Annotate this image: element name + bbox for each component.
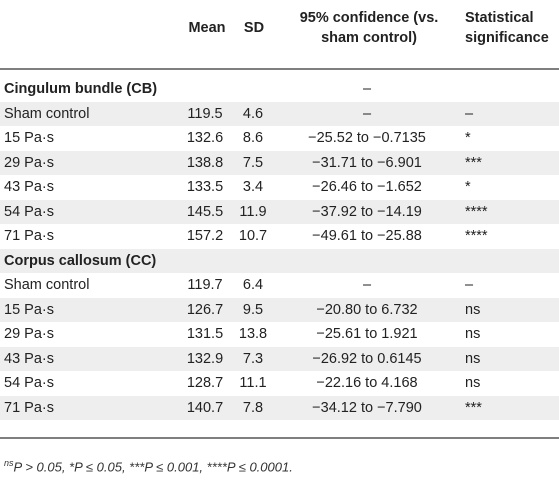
mean-cell: 140.7 — [186, 399, 224, 416]
table-row: 29 Pa·s 131.5 13.8 −25.61 to 1.921 ns — [0, 322, 559, 346]
header-mean: Mean — [188, 20, 226, 36]
ci-cell: −31.71 to −6.901 — [312, 154, 422, 171]
table-row: 29 Pa·s 138.8 7.5 −31.71 to −6.901 *** — [0, 150, 559, 175]
mean-cell: 119.7 — [187, 277, 223, 293]
header-rule — [0, 68, 559, 70]
table-row: 71 Pa·s 140.7 7.8 −34.12 to −7.790 *** — [0, 395, 559, 420]
table-row: 54 Pa·s 145.5 11.9 −37.92 to −14.19 **** — [0, 199, 559, 224]
ci-cell: −37.92 to −14.19 — [312, 203, 422, 220]
mean-cell: 128.7 — [186, 375, 224, 391]
row-label: 43 Pa·s — [4, 350, 54, 367]
mean-cell: 138.8 — [186, 154, 224, 171]
mean-cell: 131.5 — [186, 326, 224, 342]
footnote: nsP > 0.05, *P ≤ 0.05, ***P ≤ 0.001, ***… — [4, 458, 293, 474]
section-row: Cingulum bundle (CB) – — [0, 77, 559, 101]
sd-cell: 7.8 — [242, 399, 264, 416]
ci-cell: −25.52 to −0.7135 — [308, 130, 426, 146]
row-label: 54 Pa·s — [4, 375, 54, 391]
sd-cell: 4.6 — [242, 105, 264, 122]
significance-cell: – — [465, 277, 474, 293]
significance-cell: *** — [465, 154, 482, 171]
footnote-text: P > 0.05, *P ≤ 0.05, ***P ≤ 0.001, ****P… — [13, 459, 293, 475]
mean-cell: 132.9 — [186, 350, 224, 367]
sd-cell: 7.5 — [242, 154, 264, 171]
mean-cell: 119.5 — [187, 105, 223, 122]
table-row: 15 Pa·s 132.6 8.6 −25.52 to −0.7135 * — [0, 126, 559, 150]
header-sd: SD — [243, 20, 265, 36]
significance-cell: * — [465, 130, 471, 146]
mean-cell: 133.5 — [186, 179, 224, 195]
ci-cell: – — [362, 277, 372, 293]
significance-cell: **** — [465, 203, 488, 220]
row-label: 43 Pa·s — [4, 179, 54, 195]
table-row: Sham control 119.7 6.4 – – — [0, 273, 559, 297]
ci-cell: −34.12 to −7.790 — [312, 399, 422, 416]
bottom-rule — [0, 437, 559, 439]
sd-cell: 8.6 — [242, 130, 264, 146]
ci-cell: −25.61 to 1.921 — [316, 326, 418, 342]
row-label: Sham control — [4, 277, 90, 293]
sd-cell: 3.4 — [242, 179, 264, 195]
header-ci-line2: sham control) — [321, 30, 417, 46]
table-row: Sham control 119.5 4.6 – – — [0, 101, 559, 126]
sd-cell: 9.5 — [242, 301, 264, 318]
ci-cell: −49.61 to −25.88 — [312, 228, 422, 244]
sd-cell: 11.1 — [239, 375, 267, 391]
mean-cell: 132.6 — [186, 130, 224, 146]
table-row: 54 Pa·s 128.7 11.1 −22.16 to 4.168 ns — [0, 371, 559, 395]
ci-cell: −26.92 to 0.6145 — [312, 350, 422, 367]
significance-cell: ns — [465, 301, 481, 318]
header-ci: 95% confidence (vs. sham control) — [284, 8, 454, 48]
mean-cell: 126.7 — [186, 301, 224, 318]
mean-cell: 145.5 — [186, 203, 224, 220]
header-sig-line2: significance — [465, 30, 549, 46]
sd-cell: 10.7 — [238, 228, 268, 244]
ci-cell: −22.16 to 4.168 — [316, 375, 418, 391]
sd-cell: 11.9 — [239, 203, 267, 220]
header-ci-line1: 95% confidence (vs. — [299, 10, 439, 26]
significance-cell: * — [465, 179, 471, 195]
ci-cell: – — [362, 81, 372, 97]
mean-cell: 157.2 — [186, 228, 224, 244]
row-label: 15 Pa·s — [4, 301, 54, 318]
table-row: 71 Pa·s 157.2 10.7 −49.61 to −25.88 **** — [0, 224, 559, 248]
footnote-ns-superscript: ns — [4, 458, 14, 468]
significance-cell: ns — [465, 375, 481, 391]
ci-cell: – — [362, 105, 372, 122]
row-label: Corpus callosum (CC) — [4, 252, 157, 269]
row-label: 29 Pa·s — [4, 326, 54, 342]
ci-cell: −20.80 to 6.732 — [316, 301, 418, 318]
row-label: 54 Pa·s — [4, 203, 54, 220]
significance-cell: – — [465, 105, 474, 122]
row-label: 29 Pa·s — [4, 154, 54, 171]
section-row: Corpus callosum (CC) — [0, 248, 559, 273]
ci-cell: −26.46 to −1.652 — [312, 179, 422, 195]
table-row: 43 Pa·s 133.5 3.4 −26.46 to −1.652 * — [0, 175, 559, 199]
table-row: 43 Pa·s 132.9 7.3 −26.92 to 0.6145 ns — [0, 346, 559, 371]
row-label: 71 Pa·s — [4, 399, 54, 416]
row-label: Cingulum bundle (CB) — [4, 81, 158, 97]
sd-cell: 13.8 — [238, 326, 268, 342]
header-sig-line1: Statistical — [465, 10, 534, 26]
table-row: 15 Pa·s 126.7 9.5 −20.80 to 6.732 ns — [0, 297, 559, 322]
row-label: 71 Pa·s — [4, 228, 54, 244]
row-label: Sham control — [4, 105, 90, 122]
row-label: 15 Pa·s — [4, 130, 54, 146]
sd-cell: 7.3 — [242, 350, 264, 367]
significance-cell: ns — [465, 326, 481, 342]
significance-cell: *** — [465, 399, 482, 416]
significance-cell: **** — [465, 228, 488, 244]
significance-cell: ns — [465, 350, 481, 367]
sd-cell: 6.4 — [242, 277, 264, 293]
header-significance: Statistical significance — [465, 8, 559, 48]
